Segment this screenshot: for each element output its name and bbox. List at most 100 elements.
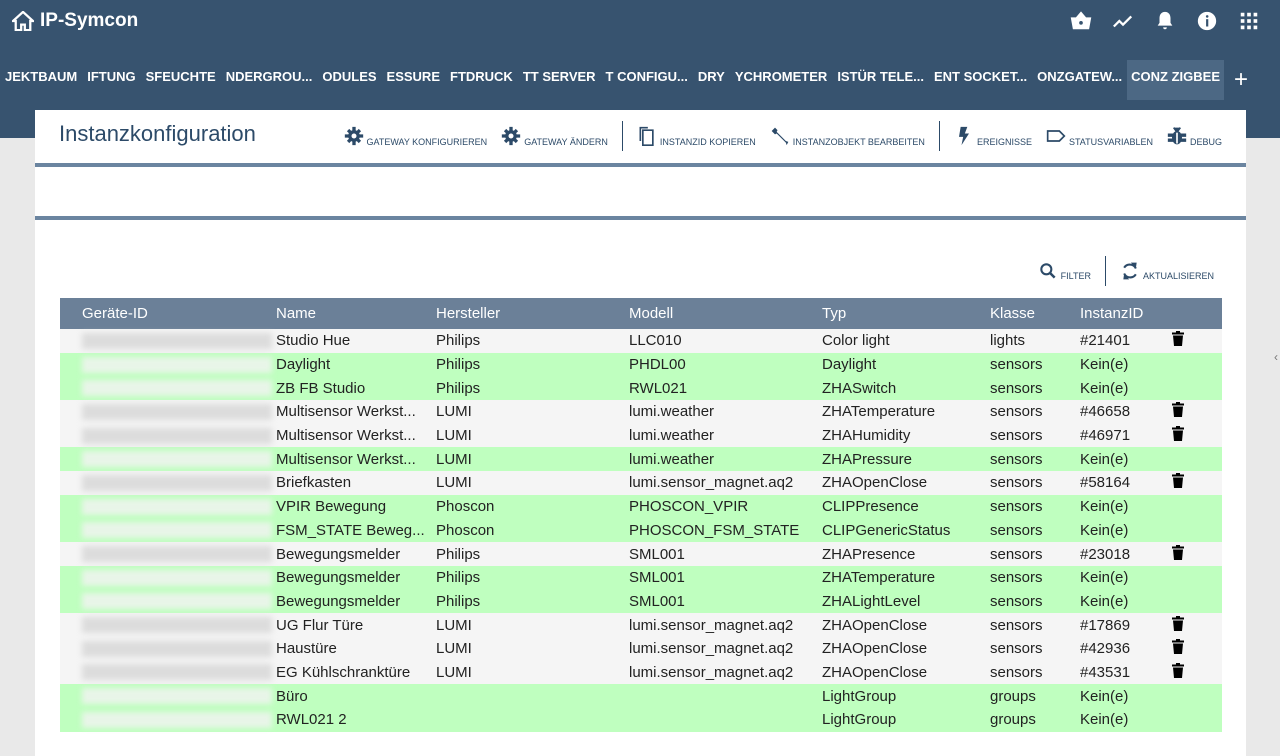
trash-icon[interactable] [1172, 331, 1184, 347]
vendor-cell: LUMI [436, 447, 629, 472]
column-header[interactable]: Typ [822, 298, 990, 329]
class-cell: sensors [990, 565, 1080, 590]
redacted-device-id [82, 688, 272, 705]
device-table: Geräte-ID Name Hersteller Modell Typ Klasse In… [60, 298, 1222, 732]
toolbar: GATEWAY KONFIGURIEREN GATEWAY ÄNDERN INS… [330, 118, 1222, 154]
column-header[interactable]: Hersteller [436, 298, 629, 329]
table-row[interactable]: Bewegungsmelder Philips SML001 ZHAPresence s… [60, 542, 1222, 566]
table-row[interactable]: UG Flur Türe LUMI lumi.sensor_magnet.aq2 ZH… [60, 613, 1222, 637]
trash-icon[interactable] [1172, 402, 1184, 418]
basket-icon[interactable] [1070, 10, 1092, 32]
trash-icon[interactable] [1172, 544, 1184, 560]
vendor-cell: LUMI [436, 471, 629, 495]
column-header[interactable]: Klasse [990, 298, 1080, 329]
type-cell: ZHAOpenClose [822, 660, 990, 685]
id-cell: #23018 [1080, 542, 1172, 566]
delete-cell [1172, 400, 1222, 424]
table-row[interactable]: EG Kühlschranktüre LUMI lumi.sensor_magnet… [60, 660, 1222, 685]
app-logo[interactable]: IP-Symcon [12, 10, 138, 32]
app-title: IP-Symcon [40, 10, 139, 31]
edit-instance-button[interactable]: INSTANZOBJEKT BEARBEITEN [770, 125, 925, 147]
trash-icon[interactable] [1172, 662, 1184, 678]
table-row[interactable]: VPIR Bewegung Phoscon PHOSCON_VPIR CLIPPres… [60, 494, 1222, 519]
add-tab-button[interactable]: + [1234, 66, 1249, 93]
table-row[interactable]: Studio Hue Philips LLC010 Color light lights… [60, 329, 1222, 353]
tab[interactable]: NDERGROU... [225, 69, 313, 84]
class-cell: sensors [990, 542, 1080, 566]
tab[interactable]: SFEUCHTE [145, 69, 216, 84]
name-cell: FSM_STATE Beweg... [276, 518, 436, 543]
chevron-left-icon[interactable]: ‹ [1274, 350, 1278, 364]
tab[interactable]: ODULES [322, 69, 377, 84]
device-id-cell [60, 518, 276, 543]
table-row[interactable]: FSM_STATE Beweg... Phoscon PHOSCON_FSM_STA… [60, 518, 1222, 543]
vendor-cell: LUMI [436, 423, 629, 448]
table-row[interactable]: Bewegungsmelder Philips SML001 ZHATemperatu… [60, 565, 1222, 590]
label: INSTANZOBJEKT BEARBEITEN [792, 137, 925, 147]
table-row[interactable]: Büro LightGroup groups Kein(e) [60, 684, 1222, 708]
column-header[interactable]: Name [276, 298, 436, 329]
class-cell: sensors [990, 423, 1080, 448]
tab[interactable]: DRY [697, 69, 725, 84]
id-cell: #17869 [1080, 613, 1172, 637]
tab[interactable]: T CONFIGU... [605, 69, 688, 84]
table-row[interactable]: Multisensor Werkst... LUMI lumi.weather ZHA… [60, 423, 1222, 448]
status-variables-button[interactable]: STATUSVARIABLEN [1046, 125, 1153, 147]
name-cell: Briefkasten [276, 471, 436, 495]
table-row[interactable]: Briefkasten LUMI lumi.sensor_magnet.aq2 ZHA… [60, 471, 1222, 495]
tab[interactable]: YCHROMETER [734, 69, 828, 84]
column-header[interactable]: InstanzID [1080, 298, 1172, 329]
table-row[interactable]: RWL021 2 LightGroup groups Kein(e) [60, 708, 1222, 732]
model-cell [629, 708, 822, 732]
redacted-device-id [82, 332, 272, 349]
table-row[interactable]: Bewegungsmelder Philips SML001 ZHALightLeve… [60, 589, 1222, 614]
info-icon[interactable] [1196, 10, 1218, 32]
delete-cell [1172, 589, 1222, 614]
redacted-device-id [82, 546, 272, 563]
bell-icon[interactable] [1154, 10, 1176, 32]
tab[interactable]: JEKTBAUM [5, 69, 78, 84]
table-row[interactable]: Daylight Philips PHDL00 Daylight sensors Kein… [60, 352, 1222, 377]
table-row[interactable]: ZB FB Studio Philips RWL021 ZHASwitch sensor… [60, 376, 1222, 401]
debug-button[interactable]: DEBUG [1167, 125, 1222, 147]
instance-config-panel: Instanzkonfiguration GATEWAY KONFIGURIER… [35, 110, 1246, 756]
name-cell: Multisensor Werkst... [276, 423, 436, 448]
column-header[interactable]: Modell [629, 298, 822, 329]
trash-icon[interactable] [1172, 615, 1184, 631]
copy-instance-id-button[interactable]: INSTANZID KOPIEREN [637, 125, 756, 147]
vendor-cell: Philips [436, 589, 629, 614]
type-cell: Color light [822, 329, 990, 353]
column-header[interactable]: Geräte-ID [60, 298, 276, 329]
trash-icon[interactable] [1172, 639, 1184, 655]
apps-grid-icon[interactable] [1238, 10, 1260, 32]
table-row[interactable]: Haustüre LUMI lumi.sensor_magnet.aq2 ZHAOpe… [60, 636, 1222, 661]
model-cell: lumi.sensor_magnet.aq2 [629, 636, 822, 661]
tab[interactable]: ENT SOCKET... [933, 69, 1028, 84]
table-row[interactable]: Multisensor Werkst... LUMI lumi.weather ZHA… [60, 400, 1222, 424]
refresh-button[interactable]: AKTUALISIEREN [1120, 261, 1214, 281]
tab[interactable]: TT SERVER [522, 69, 596, 84]
vendor-cell: Philips [436, 376, 629, 401]
class-cell: sensors [990, 376, 1080, 401]
trash-icon[interactable] [1172, 473, 1184, 489]
vendor-cell [436, 684, 629, 708]
type-cell: ZHAPressure [822, 447, 990, 472]
table-row[interactable]: Multisensor Werkst... LUMI lumi.weather ZHA… [60, 447, 1222, 472]
tab[interactable]: FTDRUCK [450, 69, 513, 84]
tab[interactable]: IFTUNG [87, 69, 136, 84]
tab[interactable]: ONZGATEW... [1037, 69, 1123, 84]
gateway-configure-button[interactable]: GATEWAY KONFIGURIEREN [344, 125, 487, 147]
filter-button[interactable]: FILTER [1038, 261, 1091, 281]
redacted-device-id [82, 427, 272, 444]
tab[interactable]: ESSURE [386, 69, 440, 84]
type-cell: ZHAHumidity [822, 423, 990, 448]
id-cell: #58164 [1080, 471, 1172, 495]
tab[interactable]: CONZ ZIGBEE [1127, 60, 1224, 100]
trash-icon[interactable] [1172, 426, 1184, 442]
gateway-change-button[interactable]: GATEWAY ÄNDERN [501, 125, 608, 147]
redacted-device-id [82, 593, 272, 610]
events-button[interactable]: EREIGNISSE [954, 125, 1032, 147]
tab[interactable]: ISTÜR TELE... [837, 69, 924, 84]
chart-icon[interactable] [1112, 10, 1134, 32]
wrench-icon [771, 127, 789, 146]
